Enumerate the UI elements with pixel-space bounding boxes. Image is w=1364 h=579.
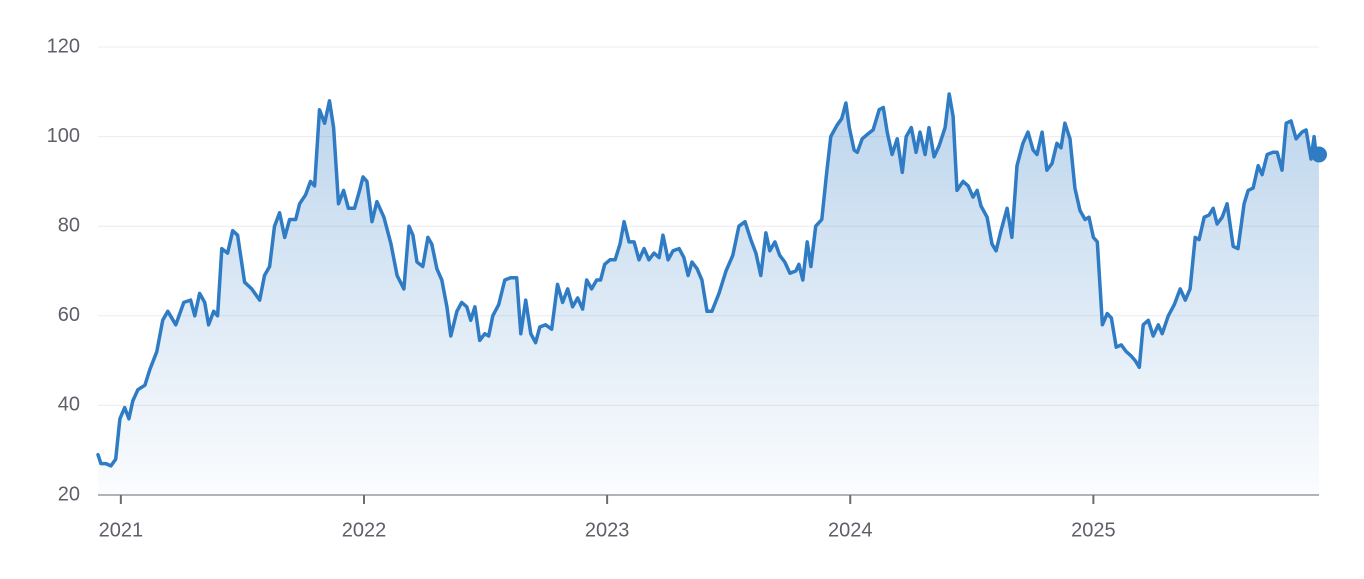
x-tick-label: 2021 xyxy=(99,519,144,541)
x-tick-label: 2025 xyxy=(1071,519,1116,541)
y-tick-label: 20 xyxy=(58,483,80,505)
y-tick-label: 40 xyxy=(58,394,80,416)
last-point xyxy=(1311,146,1327,163)
line xyxy=(96,92,1321,468)
x-tick-label: 2022 xyxy=(342,519,387,541)
area-fill xyxy=(98,94,1319,495)
x-tick-label: 2023 xyxy=(585,519,630,541)
x-tick-label: 2024 xyxy=(828,519,873,541)
y-tick-label: 80 xyxy=(58,214,80,236)
y-tick-label: 60 xyxy=(58,304,80,326)
y-tick-label: 120 xyxy=(47,35,80,57)
y-tick-label: 100 xyxy=(47,125,80,147)
